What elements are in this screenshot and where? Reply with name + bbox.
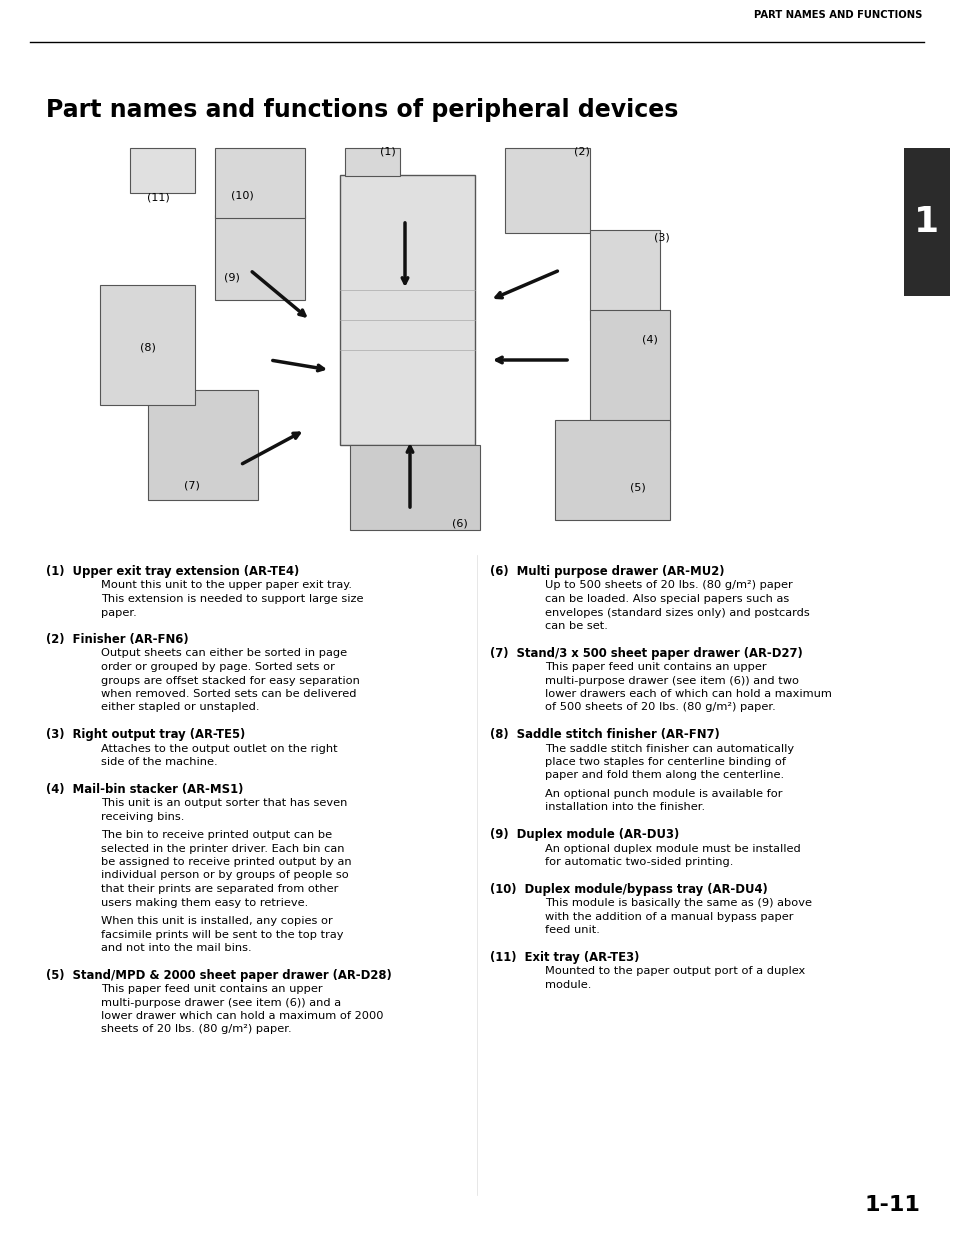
Text: (8): (8) <box>140 343 155 353</box>
FancyBboxPatch shape <box>589 310 669 430</box>
FancyBboxPatch shape <box>130 148 194 193</box>
FancyBboxPatch shape <box>214 148 305 219</box>
Text: (1): (1) <box>379 147 395 157</box>
Text: 1: 1 <box>914 205 939 240</box>
FancyBboxPatch shape <box>555 420 669 520</box>
Text: An optional punch module is available for: An optional punch module is available fo… <box>544 789 781 799</box>
Text: users making them easy to retrieve.: users making them easy to retrieve. <box>101 898 308 908</box>
Text: of 500 sheets of 20 lbs. (80 g/m²) paper.: of 500 sheets of 20 lbs. (80 g/m²) paper… <box>544 703 775 713</box>
Text: sheets of 20 lbs. (80 g/m²) paper.: sheets of 20 lbs. (80 g/m²) paper. <box>101 1025 292 1035</box>
FancyBboxPatch shape <box>350 445 479 530</box>
Text: multi-purpose drawer (see item (6)) and two: multi-purpose drawer (see item (6)) and … <box>544 676 799 685</box>
Text: (3)  Right output tray (AR-TE5): (3) Right output tray (AR-TE5) <box>46 727 245 741</box>
Text: PART NAMES AND FUNCTIONS: PART NAMES AND FUNCTIONS <box>753 10 921 20</box>
FancyBboxPatch shape <box>100 285 194 405</box>
Text: with the addition of a manual bypass paper: with the addition of a manual bypass pap… <box>544 911 793 921</box>
Text: (4): (4) <box>641 335 658 345</box>
Text: (1)  Upper exit tray extension (AR-TE4): (1) Upper exit tray extension (AR-TE4) <box>46 564 299 578</box>
Text: Mounted to the paper output port of a duplex: Mounted to the paper output port of a du… <box>544 966 804 976</box>
Bar <box>903 148 949 296</box>
Text: (10)  Duplex module/bypass tray (AR-DU4): (10) Duplex module/bypass tray (AR-DU4) <box>490 883 767 895</box>
Text: Up to 500 sheets of 20 lbs. (80 g/m²) paper: Up to 500 sheets of 20 lbs. (80 g/m²) pa… <box>544 580 792 590</box>
Text: (3): (3) <box>654 233 669 243</box>
Text: (6): (6) <box>452 519 467 529</box>
FancyBboxPatch shape <box>339 175 475 445</box>
Text: (7)  Stand/3 x 500 sheet paper drawer (AR-D27): (7) Stand/3 x 500 sheet paper drawer (AR… <box>490 646 801 659</box>
Text: (7): (7) <box>184 480 200 490</box>
Text: (10): (10) <box>231 190 253 200</box>
Text: side of the machine.: side of the machine. <box>101 757 217 767</box>
Text: An optional duplex module must be installed: An optional duplex module must be instal… <box>544 844 800 853</box>
Text: and not into the mail bins.: and not into the mail bins. <box>101 944 252 953</box>
Text: feed unit.: feed unit. <box>544 925 599 935</box>
Text: paper and fold them along the centerline.: paper and fold them along the centerline… <box>544 771 783 781</box>
Text: groups are offset stacked for easy separation: groups are offset stacked for easy separ… <box>101 676 359 685</box>
Text: This extension is needed to support large size: This extension is needed to support larg… <box>101 594 363 604</box>
Text: either stapled or unstapled.: either stapled or unstapled. <box>101 703 259 713</box>
Text: This paper feed unit contains an upper: This paper feed unit contains an upper <box>544 662 766 672</box>
Text: individual person or by groups of people so: individual person or by groups of people… <box>101 871 349 881</box>
Text: (2): (2) <box>574 147 589 157</box>
Text: paper.: paper. <box>101 608 136 618</box>
FancyBboxPatch shape <box>345 148 399 177</box>
Text: facsimile prints will be sent to the top tray: facsimile prints will be sent to the top… <box>101 930 343 940</box>
Text: (6)  Multi purpose drawer (AR-MU2): (6) Multi purpose drawer (AR-MU2) <box>490 564 723 578</box>
Text: 1-11: 1-11 <box>863 1195 919 1215</box>
Text: This paper feed unit contains an upper: This paper feed unit contains an upper <box>101 984 322 994</box>
Text: that their prints are separated from other: that their prints are separated from oth… <box>101 884 338 894</box>
Text: (11): (11) <box>147 193 170 203</box>
Text: This unit is an output sorter that has seven: This unit is an output sorter that has s… <box>101 798 347 808</box>
Text: (9)  Duplex module (AR-DU3): (9) Duplex module (AR-DU3) <box>490 827 679 841</box>
Text: The bin to receive printed output can be: The bin to receive printed output can be <box>101 830 332 840</box>
Text: selected in the printer driver. Each bin can: selected in the printer driver. Each bin… <box>101 844 344 853</box>
Bar <box>46 135 903 545</box>
Text: Mount this unit to the upper paper exit tray.: Mount this unit to the upper paper exit … <box>101 580 352 590</box>
Text: order or grouped by page. Sorted sets or: order or grouped by page. Sorted sets or <box>101 662 335 672</box>
Text: (8)  Saddle stitch finisher (AR-FN7): (8) Saddle stitch finisher (AR-FN7) <box>490 727 719 741</box>
Text: (5)  Stand/MPD & 2000 sheet paper drawer (AR-D28): (5) Stand/MPD & 2000 sheet paper drawer … <box>46 968 392 982</box>
Text: multi-purpose drawer (see item (6)) and a: multi-purpose drawer (see item (6)) and … <box>101 998 341 1008</box>
Text: (11)  Exit tray (AR-TE3): (11) Exit tray (AR-TE3) <box>490 951 639 963</box>
Text: (4)  Mail-bin stacker (AR-MS1): (4) Mail-bin stacker (AR-MS1) <box>46 783 243 795</box>
Text: envelopes (standard sizes only) and postcards: envelopes (standard sizes only) and post… <box>544 608 809 618</box>
Text: (9): (9) <box>224 273 240 283</box>
FancyBboxPatch shape <box>148 390 257 500</box>
Text: can be set.: can be set. <box>544 621 607 631</box>
FancyBboxPatch shape <box>504 148 589 233</box>
FancyBboxPatch shape <box>214 215 305 300</box>
Text: The saddle stitch finisher can automatically: The saddle stitch finisher can automatic… <box>544 743 793 753</box>
Text: Part names and functions of peripheral devices: Part names and functions of peripheral d… <box>46 98 678 122</box>
FancyBboxPatch shape <box>589 230 659 320</box>
Text: When this unit is installed, any copies or: When this unit is installed, any copies … <box>101 916 333 926</box>
Text: installation into the finisher.: installation into the finisher. <box>544 803 704 813</box>
Text: This module is basically the same as (9) above: This module is basically the same as (9)… <box>544 898 811 908</box>
Text: module.: module. <box>544 979 591 989</box>
Text: lower drawers each of which can hold a maximum: lower drawers each of which can hold a m… <box>544 689 831 699</box>
Text: when removed. Sorted sets can be delivered: when removed. Sorted sets can be deliver… <box>101 689 356 699</box>
Text: can be loaded. Also special papers such as: can be loaded. Also special papers such … <box>544 594 788 604</box>
Text: (5): (5) <box>630 483 645 493</box>
Text: (2)  Finisher (AR-FN6): (2) Finisher (AR-FN6) <box>46 634 189 646</box>
Text: Output sheets can either be sorted in page: Output sheets can either be sorted in pa… <box>101 648 347 658</box>
Text: Attaches to the output outlet on the right: Attaches to the output outlet on the rig… <box>101 743 337 753</box>
Text: place two staples for centerline binding of: place two staples for centerline binding… <box>544 757 785 767</box>
Text: receiving bins.: receiving bins. <box>101 811 184 821</box>
Text: for automatic two-sided printing.: for automatic two-sided printing. <box>544 857 733 867</box>
Text: be assigned to receive printed output by an: be assigned to receive printed output by… <box>101 857 352 867</box>
Text: lower drawer which can hold a maximum of 2000: lower drawer which can hold a maximum of… <box>101 1011 383 1021</box>
